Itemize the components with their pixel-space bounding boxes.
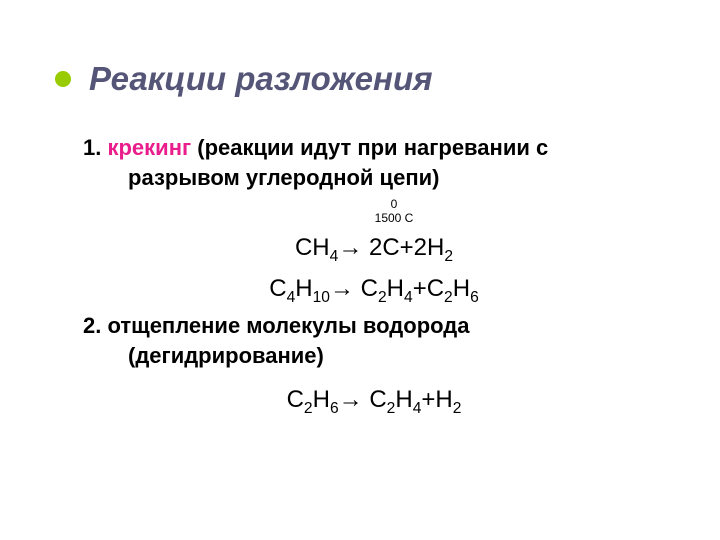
eq1-left: СН: [295, 234, 330, 261]
eq2-c: С: [361, 275, 378, 302]
eq1-arrow: →: [338, 234, 369, 261]
eq2-b: Н: [295, 275, 312, 302]
bullet-dot-icon: [55, 71, 71, 87]
eq3-b: Н: [313, 386, 330, 413]
eq1-right-sub: 2: [444, 248, 453, 265]
eq2-f: Н: [453, 275, 470, 302]
eq3-plus: +Н: [421, 386, 452, 413]
eq2-e-sub: 2: [444, 289, 453, 306]
item1-continuation: разрывом углеродной цепи): [83, 163, 665, 193]
eq1-right: 2С+2Н: [369, 234, 444, 261]
eq2-a: С: [269, 275, 286, 302]
eq2-plus: +: [413, 275, 427, 302]
slide-body: 1. крекинг (реакции идут при нагревании …: [55, 133, 665, 418]
eq2-arrow: →: [330, 275, 361, 302]
slide-title: Реакции разложения: [89, 60, 433, 98]
eq3-e-sub: 2: [453, 399, 462, 416]
equation-2: С4Н10→ С2Н4+С2Н6: [83, 270, 665, 307]
item1-rest: (реакции идут при нагревании с: [191, 135, 548, 160]
eq3-a-sub: 2: [304, 399, 313, 416]
slide: Реакции разложения 1. крекинг (реакции и…: [0, 0, 720, 540]
eq3-d: Н: [395, 386, 412, 413]
eq2-d-sub: 4: [404, 289, 413, 306]
title-row: Реакции разложения: [55, 60, 665, 98]
item2-number: 2.: [83, 313, 107, 338]
eq2-e: С: [427, 275, 444, 302]
equation-1: СН4→ 2С+2Н2: [83, 229, 665, 266]
eq2-b-sub: 10: [313, 289, 330, 306]
temp-value: 1500 С: [123, 212, 665, 225]
item2-text: отщепление молекулы водорода: [107, 313, 469, 338]
eq2-f-sub: 6: [470, 289, 479, 306]
item2-continuation: (дегидрирование): [83, 341, 665, 371]
eq2-a-sub: 4: [287, 289, 296, 306]
list-item-2: 2. отщепление молекулы водорода (дегидри…: [83, 311, 665, 370]
eq1-left-sub: 4: [330, 248, 339, 265]
eq3-arrow: →: [339, 386, 370, 413]
temperature-annotation: 0 1500 С: [83, 198, 665, 224]
eq3-a: С: [287, 386, 304, 413]
list-item-1: 1. крекинг (реакции идут при нагревании …: [83, 133, 665, 192]
eq2-c-sub: 2: [378, 289, 387, 306]
item1-number: 1.: [83, 135, 107, 160]
equation-3: С2Н6→ С2Н4+Н2: [83, 381, 665, 418]
eq3-b-sub: 6: [330, 399, 339, 416]
temp-superscript: 0: [123, 198, 665, 211]
eq2-d: Н: [387, 275, 404, 302]
item1-keyword: крекинг: [107, 135, 191, 160]
eq3-c: С: [369, 386, 386, 413]
